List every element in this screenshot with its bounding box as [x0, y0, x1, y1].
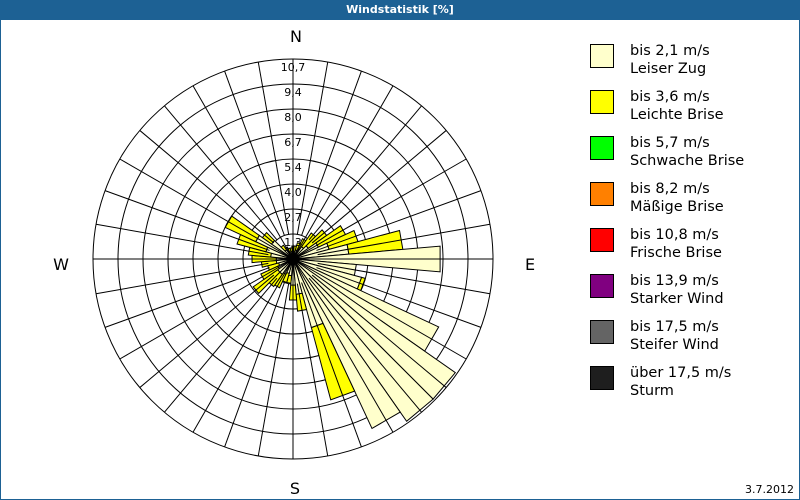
- legend-swatch: [590, 90, 614, 114]
- compass-west: W: [53, 255, 69, 274]
- legend-range: über 17,5 m/s: [630, 365, 732, 381]
- compass-north: N: [290, 27, 302, 46]
- ring-labels: 1,3 2,7 4,0 5,4 6,7 8,0 9,4 10,7: [281, 61, 306, 249]
- legend-label: Frische Brise: [630, 245, 722, 261]
- svg-text:8,0: 8,0: [284, 111, 302, 124]
- legend-label: Leichte Brise: [630, 107, 724, 123]
- polar-spokes: [93, 59, 493, 459]
- legend-range: bis 8,2 m/s: [630, 181, 710, 197]
- svg-text:1,3: 1,3: [284, 236, 302, 249]
- legend-range: bis 2,1 m/s: [630, 43, 710, 59]
- legend-label: Sturm: [630, 383, 674, 399]
- compass-east: E: [525, 255, 535, 274]
- svg-text:2,7: 2,7: [284, 211, 302, 224]
- compass-south: S: [290, 479, 300, 498]
- legend-range: bis 10,8 m/s: [630, 227, 719, 243]
- svg-text:6,7: 6,7: [284, 136, 302, 149]
- legend-range: bis 13,9 m/s: [630, 273, 719, 289]
- svg-text:5,4: 5,4: [284, 161, 302, 174]
- svg-text:10,7: 10,7: [281, 61, 306, 74]
- legend-swatch: [590, 136, 614, 160]
- legend-swatch: [590, 366, 614, 390]
- legend-swatch: [590, 274, 614, 298]
- legend-swatch: [590, 44, 614, 68]
- legend-label: Schwache Brise: [630, 153, 745, 169]
- legend-label: Mäßige Brise: [630, 199, 724, 215]
- date-stamp: 3.7.2012: [745, 483, 794, 496]
- legend-range: bis 5,7 m/s: [630, 135, 710, 151]
- legend-range: bis 3,6 m/s: [630, 89, 710, 105]
- window-title: Windstatistik [%]: [0, 0, 800, 20]
- legend-swatch: [590, 320, 614, 344]
- legend-label: Leiser Zug: [630, 61, 707, 77]
- legend-label: Starker Wind: [630, 291, 724, 307]
- legend-label: Steifer Wind: [630, 337, 719, 353]
- legend-range: bis 17,5 m/s: [630, 319, 719, 335]
- wind-wedges: [224, 215, 457, 430]
- svg-text:4,0: 4,0: [284, 186, 302, 199]
- legend-swatch: [590, 228, 614, 252]
- legend-swatch: [590, 182, 614, 206]
- svg-text:9,4: 9,4: [284, 86, 302, 99]
